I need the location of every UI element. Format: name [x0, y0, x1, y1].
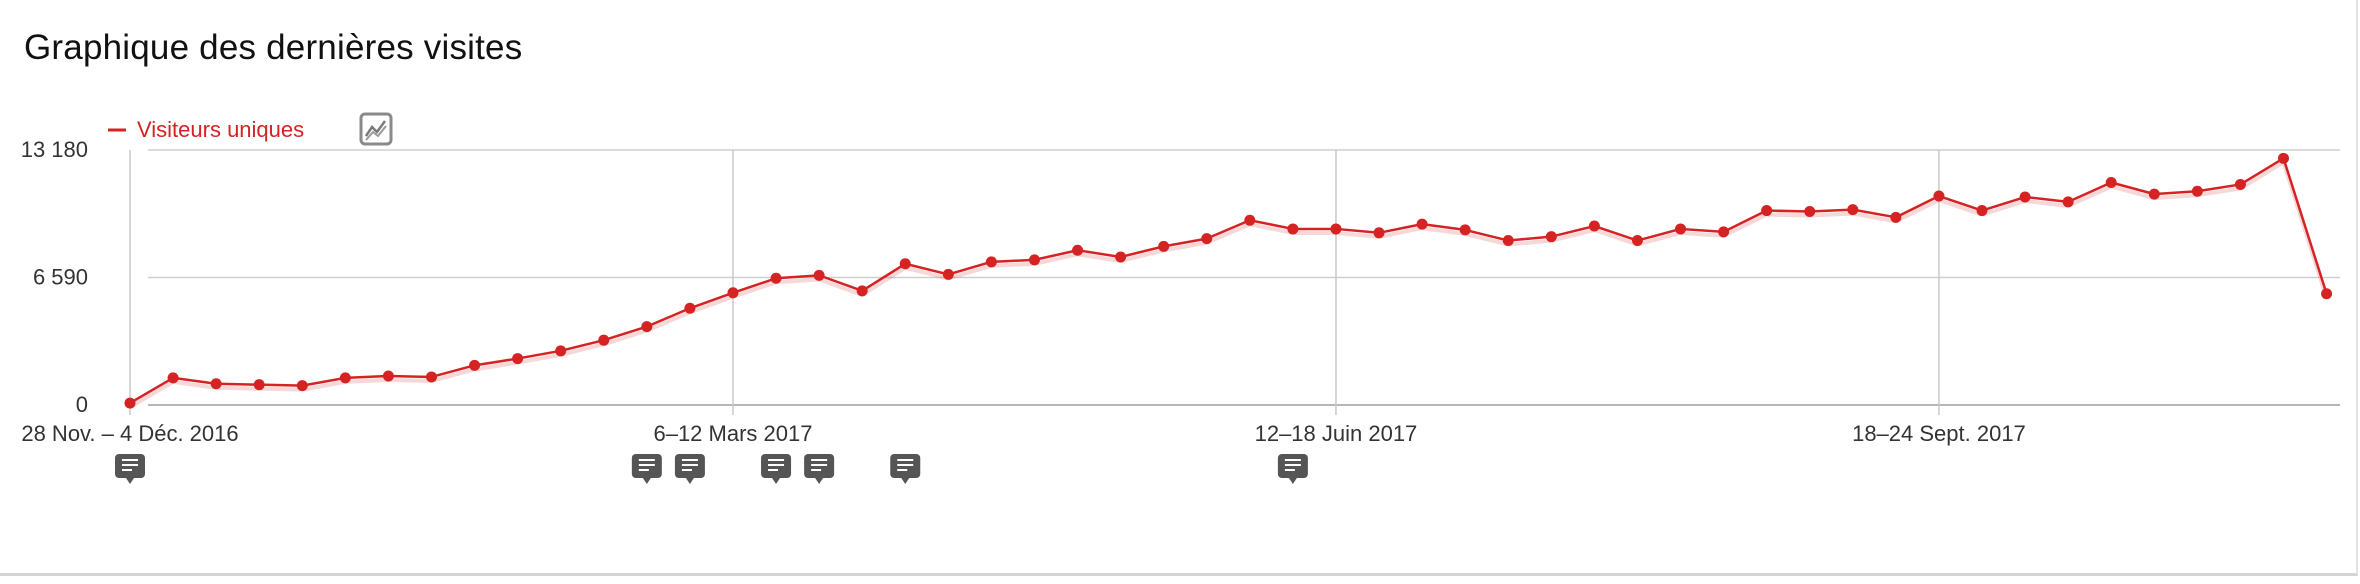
comment-icon[interactable]: [761, 454, 791, 484]
data-point[interactable]: [1287, 223, 1298, 234]
data-point[interactable]: [555, 345, 566, 356]
data-point[interactable]: [1546, 231, 1557, 242]
data-point[interactable]: [1201, 233, 1212, 244]
data-point[interactable]: [2321, 288, 2332, 299]
data-point[interactable]: [2149, 189, 2160, 200]
x-tick-label: 28 Nov. – 4 Déc. 2016: [21, 421, 238, 446]
data-point[interactable]: [125, 398, 136, 409]
data-point[interactable]: [771, 273, 782, 284]
data-point[interactable]: [1761, 205, 1772, 216]
data-point[interactable]: [2278, 153, 2289, 164]
data-point[interactable]: [1718, 226, 1729, 237]
x-tick-label: 18–24 Sept. 2017: [1852, 421, 2026, 446]
data-point[interactable]: [814, 270, 825, 281]
data-point[interactable]: [1503, 235, 1514, 246]
y-tick-label: 6 590: [33, 265, 88, 290]
data-point[interactable]: [1977, 205, 1988, 216]
data-point[interactable]: [727, 287, 738, 298]
comment-icon-tail: [1289, 478, 1297, 484]
line-chart-icon[interactable]: [361, 114, 391, 144]
comment-icon[interactable]: [1278, 454, 1308, 484]
data-point[interactable]: [986, 256, 997, 267]
data-point[interactable]: [297, 380, 308, 391]
data-point[interactable]: [1460, 224, 1471, 235]
data-point[interactable]: [1029, 254, 1040, 265]
data-point[interactable]: [598, 335, 609, 346]
data-point[interactable]: [2192, 186, 2203, 197]
comment-icon[interactable]: [115, 454, 145, 484]
data-point[interactable]: [1374, 227, 1385, 238]
y-tick-label: 13 180: [21, 137, 88, 162]
legend-label-visiteurs-uniques[interactable]: Visiteurs uniques: [137, 117, 304, 142]
series-line-visiteurs-uniques: [130, 158, 2327, 403]
comment-icon[interactable]: [804, 454, 834, 484]
data-point[interactable]: [340, 372, 351, 383]
data-point[interactable]: [254, 379, 265, 390]
data-point[interactable]: [1847, 204, 1858, 215]
data-point[interactable]: [2063, 196, 2074, 207]
data-point[interactable]: [943, 269, 954, 280]
comment-icon-tail: [772, 478, 780, 484]
y-tick-label: 0: [76, 392, 88, 417]
data-point[interactable]: [1933, 191, 1944, 202]
data-point[interactable]: [1589, 221, 1600, 232]
comment-icon-tail: [643, 478, 651, 484]
data-point[interactable]: [1244, 215, 1255, 226]
comment-icon-tail: [126, 478, 134, 484]
x-tick-label: 6–12 Mars 2017: [653, 421, 812, 446]
data-point[interactable]: [1072, 245, 1083, 256]
data-point[interactable]: [900, 258, 911, 269]
data-point[interactable]: [1675, 223, 1686, 234]
comment-icon[interactable]: [632, 454, 662, 484]
data-point[interactable]: [2020, 192, 2031, 203]
data-point[interactable]: [2235, 179, 2246, 190]
data-point[interactable]: [1115, 251, 1126, 262]
data-point[interactable]: [1158, 241, 1169, 252]
data-point[interactable]: [1804, 206, 1815, 217]
data-point[interactable]: [684, 303, 695, 314]
data-point[interactable]: [426, 371, 437, 382]
data-point[interactable]: [211, 378, 222, 389]
data-point[interactable]: [512, 353, 523, 364]
data-point[interactable]: [2106, 177, 2117, 188]
x-tick-label: 12–18 Juin 2017: [1255, 421, 1418, 446]
data-point[interactable]: [641, 321, 652, 332]
data-point[interactable]: [168, 372, 179, 383]
data-point[interactable]: [1417, 219, 1428, 230]
data-point[interactable]: [1890, 212, 1901, 223]
data-point[interactable]: [857, 285, 868, 296]
comment-icon[interactable]: [675, 454, 705, 484]
data-point[interactable]: [469, 360, 480, 371]
data-point[interactable]: [1330, 223, 1341, 234]
comment-icon-tail: [686, 478, 694, 484]
comment-icon[interactable]: [890, 454, 920, 484]
comment-icon-tail: [901, 478, 909, 484]
data-point[interactable]: [1632, 235, 1643, 246]
data-point[interactable]: [383, 370, 394, 381]
comment-icon-tail: [815, 478, 823, 484]
